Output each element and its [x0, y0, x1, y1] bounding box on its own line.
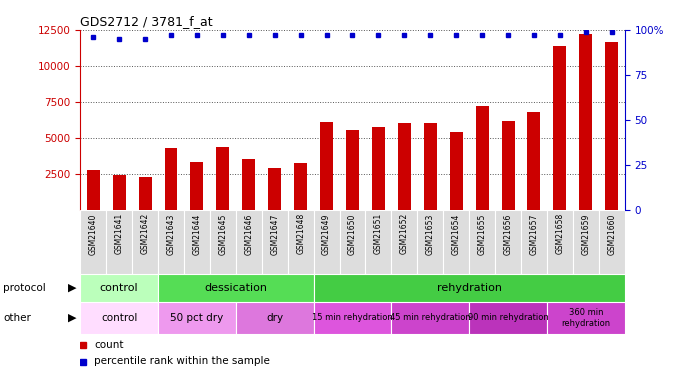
- Text: GSM21650: GSM21650: [348, 213, 357, 255]
- Bar: [191, 162, 203, 210]
- Bar: [372, 127, 385, 210]
- Bar: [268, 168, 281, 210]
- FancyBboxPatch shape: [80, 210, 106, 274]
- FancyBboxPatch shape: [339, 210, 366, 274]
- Text: GSM21642: GSM21642: [140, 213, 149, 254]
- Text: GSM21652: GSM21652: [400, 213, 409, 254]
- FancyBboxPatch shape: [158, 274, 313, 302]
- FancyBboxPatch shape: [313, 210, 339, 274]
- Bar: [242, 159, 255, 210]
- FancyBboxPatch shape: [573, 210, 599, 274]
- Text: GSM21645: GSM21645: [218, 213, 228, 255]
- FancyBboxPatch shape: [547, 210, 573, 274]
- Text: GSM21643: GSM21643: [167, 213, 175, 255]
- Text: GSM21654: GSM21654: [452, 213, 461, 255]
- FancyBboxPatch shape: [313, 302, 392, 334]
- Text: count: count: [94, 340, 124, 350]
- Text: control: control: [101, 313, 138, 323]
- Bar: [475, 106, 489, 210]
- Text: 45 min rehydration: 45 min rehydration: [390, 314, 470, 322]
- FancyBboxPatch shape: [80, 302, 158, 334]
- Bar: [346, 130, 359, 210]
- Bar: [87, 170, 100, 210]
- Text: GSM21648: GSM21648: [296, 213, 305, 254]
- Bar: [450, 132, 463, 210]
- FancyBboxPatch shape: [80, 274, 158, 302]
- Bar: [528, 112, 540, 210]
- Bar: [398, 123, 411, 210]
- Text: GSM21659: GSM21659: [581, 213, 591, 255]
- Bar: [294, 163, 307, 210]
- Bar: [165, 148, 177, 210]
- Bar: [112, 176, 126, 210]
- Text: ▶: ▶: [68, 283, 77, 293]
- FancyBboxPatch shape: [599, 210, 625, 274]
- FancyBboxPatch shape: [132, 210, 158, 274]
- Bar: [320, 122, 333, 210]
- Bar: [605, 42, 618, 210]
- Text: GSM21653: GSM21653: [426, 213, 435, 255]
- Text: percentile rank within the sample: percentile rank within the sample: [94, 357, 269, 366]
- FancyBboxPatch shape: [392, 302, 469, 334]
- FancyBboxPatch shape: [417, 210, 443, 274]
- FancyBboxPatch shape: [313, 274, 625, 302]
- Text: dessication: dessication: [205, 283, 267, 293]
- Text: GSM21656: GSM21656: [503, 213, 512, 255]
- Text: GSM21649: GSM21649: [322, 213, 331, 255]
- Text: control: control: [100, 283, 138, 293]
- Text: ▶: ▶: [68, 313, 77, 323]
- Text: GSM21646: GSM21646: [244, 213, 253, 255]
- Bar: [216, 147, 230, 210]
- Text: GDS2712 / 3781_f_at: GDS2712 / 3781_f_at: [80, 15, 213, 28]
- FancyBboxPatch shape: [158, 210, 184, 274]
- Text: dry: dry: [266, 313, 283, 323]
- FancyBboxPatch shape: [106, 210, 132, 274]
- FancyBboxPatch shape: [366, 210, 392, 274]
- FancyBboxPatch shape: [547, 302, 625, 334]
- Text: GSM21641: GSM21641: [114, 213, 124, 254]
- Text: GSM21660: GSM21660: [607, 213, 616, 255]
- FancyBboxPatch shape: [469, 210, 495, 274]
- Text: GSM21644: GSM21644: [193, 213, 202, 255]
- Text: 90 min rehydration: 90 min rehydration: [468, 314, 549, 322]
- Bar: [554, 46, 566, 210]
- Text: other: other: [3, 313, 31, 323]
- FancyBboxPatch shape: [236, 210, 262, 274]
- FancyBboxPatch shape: [210, 210, 236, 274]
- Text: GSM21647: GSM21647: [270, 213, 279, 255]
- Text: GSM21657: GSM21657: [530, 213, 538, 255]
- Text: 360 min
rehydration: 360 min rehydration: [561, 308, 610, 327]
- Text: GSM21655: GSM21655: [477, 213, 487, 255]
- FancyBboxPatch shape: [392, 210, 417, 274]
- Text: GSM21640: GSM21640: [89, 213, 98, 255]
- Text: protocol: protocol: [3, 283, 46, 293]
- Bar: [424, 123, 437, 210]
- FancyBboxPatch shape: [158, 302, 236, 334]
- FancyBboxPatch shape: [262, 210, 288, 274]
- Bar: [139, 177, 151, 210]
- Text: 50 pct dry: 50 pct dry: [170, 313, 223, 323]
- FancyBboxPatch shape: [184, 210, 210, 274]
- Text: GSM21651: GSM21651: [374, 213, 383, 254]
- FancyBboxPatch shape: [236, 302, 313, 334]
- FancyBboxPatch shape: [495, 210, 521, 274]
- Text: 15 min rehydration: 15 min rehydration: [312, 314, 393, 322]
- Text: GSM21658: GSM21658: [556, 213, 565, 254]
- FancyBboxPatch shape: [288, 210, 313, 274]
- Bar: [579, 34, 593, 210]
- Bar: [502, 122, 514, 210]
- FancyBboxPatch shape: [443, 210, 469, 274]
- FancyBboxPatch shape: [521, 210, 547, 274]
- Text: rehydration: rehydration: [437, 283, 502, 293]
- FancyBboxPatch shape: [469, 302, 547, 334]
